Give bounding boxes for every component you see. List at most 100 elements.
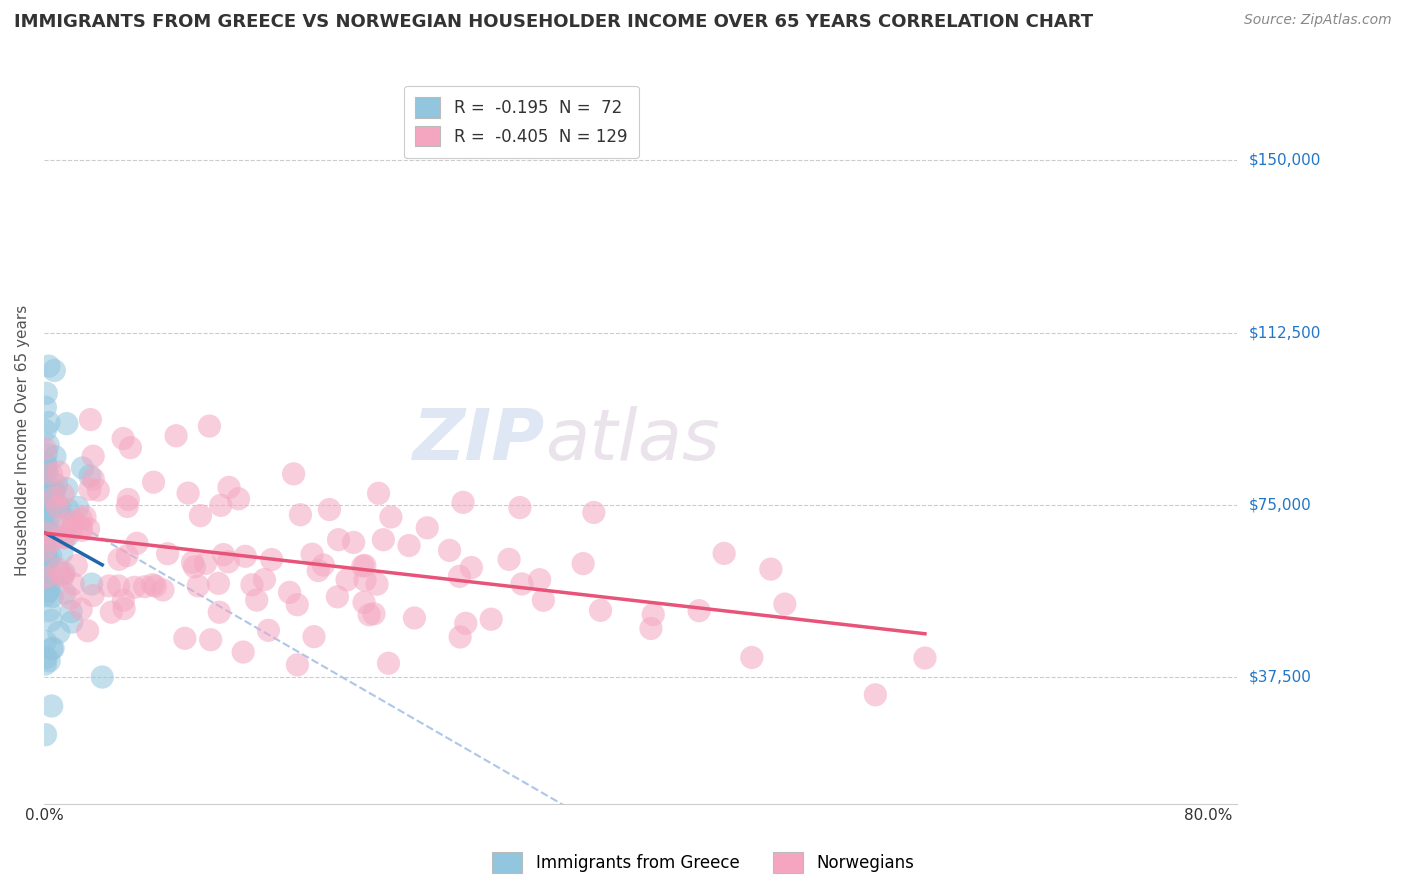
Point [713, 546, 735, 560]
Point [34, 525, 56, 540]
Point [302, 630, 325, 644]
Point [70, 511, 93, 525]
Point [366, 577, 388, 591]
Point [53, 586, 76, 600]
Point [301, 547, 323, 561]
Point [207, 576, 229, 591]
Point [34, 530, 56, 544]
Point [194, 557, 217, 571]
Point [53, 566, 76, 580]
Point [51, 546, 73, 560]
Point [48, 465, 70, 479]
Point [38, 583, 60, 598]
Point [285, 598, 308, 612]
Point [640, 622, 662, 636]
Point [531, 593, 554, 607]
Point [112, 432, 135, 446]
Point [39, 549, 62, 563]
Point [359, 607, 381, 622]
Point [35, 483, 58, 498]
Point [228, 491, 250, 506]
Point [34, 572, 56, 586]
Point [373, 533, 395, 547]
Point [582, 506, 605, 520]
Legend: Immigrants from Greece, Norwegians: Immigrants from Greece, Norwegians [485, 846, 921, 880]
Point [37, 524, 59, 539]
Point [38, 509, 60, 524]
Point [42, 641, 65, 656]
Point [82, 589, 104, 603]
Point [914, 651, 936, 665]
Point [165, 428, 187, 442]
Point [66, 500, 89, 515]
Point [177, 486, 200, 500]
Point [865, 688, 887, 702]
Point [439, 543, 461, 558]
Point [73, 509, 96, 524]
Point [120, 441, 142, 455]
Point [124, 580, 146, 594]
Point [44, 450, 66, 464]
Point [181, 555, 204, 569]
Point [336, 573, 359, 587]
Point [416, 521, 439, 535]
Point [91, 670, 114, 684]
Point [125, 536, 148, 550]
Point [479, 612, 502, 626]
Point [34, 728, 56, 742]
Point [287, 657, 309, 672]
Text: Source: ZipAtlas.com: Source: ZipAtlas.com [1244, 13, 1392, 28]
Point [70, 524, 93, 538]
Point [449, 569, 471, 583]
Point [39, 614, 62, 628]
Point [35, 447, 58, 461]
Point [134, 580, 156, 594]
Point [56, 529, 79, 543]
Point [79, 468, 101, 483]
Point [39, 526, 62, 541]
Point [41, 467, 63, 481]
Point [34, 502, 56, 516]
Point [62, 514, 84, 528]
Point [100, 605, 122, 619]
Point [318, 502, 340, 516]
Point [38, 654, 60, 668]
Point [190, 508, 212, 523]
Point [260, 552, 283, 566]
Point [34, 464, 56, 478]
Point [41, 533, 63, 548]
Point [34, 457, 56, 471]
Point [58, 503, 80, 517]
Point [307, 564, 329, 578]
Point [52, 509, 75, 524]
Point [328, 533, 350, 547]
Point [112, 593, 135, 607]
Point [143, 579, 166, 593]
Point [34, 570, 56, 584]
Point [398, 539, 420, 553]
Point [688, 604, 710, 618]
Point [353, 558, 375, 573]
Point [62, 577, 84, 591]
Point [34, 558, 56, 572]
Point [38, 416, 60, 430]
Point [82, 472, 104, 486]
Point [56, 482, 79, 496]
Point [41, 698, 63, 713]
Point [773, 597, 796, 611]
Point [510, 577, 533, 591]
Point [217, 555, 239, 569]
Point [70, 602, 93, 616]
Point [312, 558, 335, 572]
Point [53, 531, 76, 545]
Point [65, 558, 87, 573]
Point [117, 492, 139, 507]
Point [187, 579, 209, 593]
Point [34, 542, 56, 557]
Point [253, 573, 276, 587]
Point [34, 505, 56, 519]
Point [98, 579, 121, 593]
Text: $37,500: $37,500 [1249, 670, 1312, 685]
Point [572, 557, 595, 571]
Point [34, 552, 56, 566]
